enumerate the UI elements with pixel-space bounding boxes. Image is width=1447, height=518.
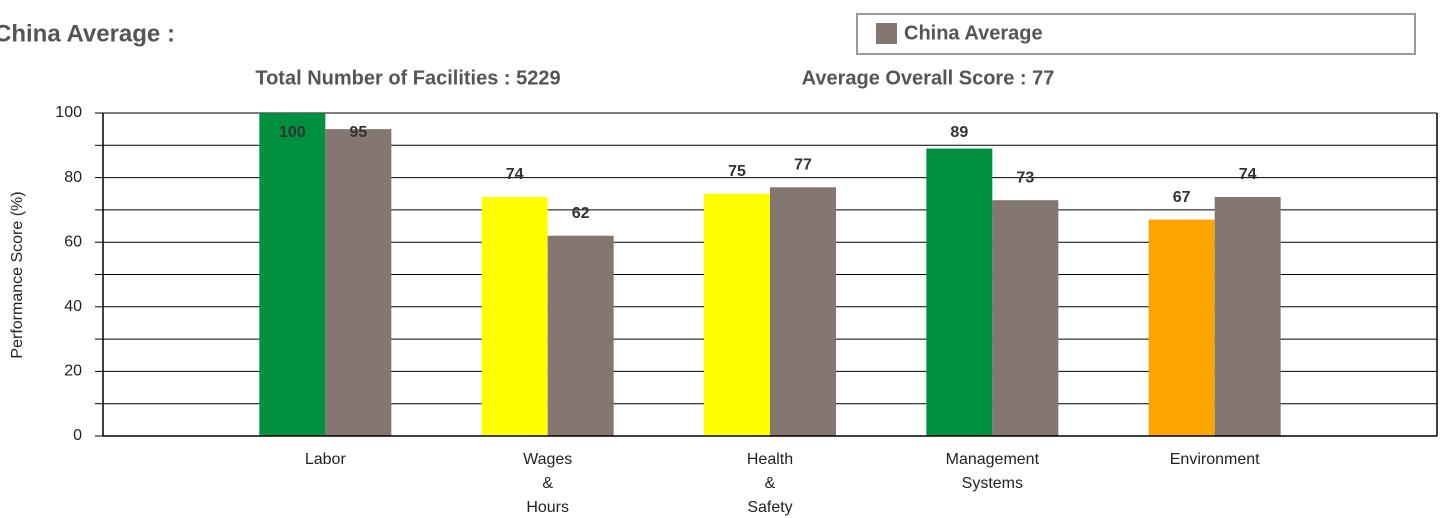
bar xyxy=(481,196,548,436)
bar xyxy=(325,129,392,436)
value-label: 62 xyxy=(572,205,590,222)
x-tick-label: Health xyxy=(747,451,793,468)
y-tick-label: 100 xyxy=(55,104,82,121)
value-label: 89 xyxy=(950,124,968,141)
x-tick-label: & xyxy=(765,475,776,492)
x-tick-label: Safety xyxy=(747,499,792,516)
chart-title: China Average : xyxy=(0,20,175,47)
subtitle: Average Overall Score : 77 xyxy=(802,67,1055,89)
bar xyxy=(926,148,993,436)
bar xyxy=(770,187,836,436)
legend-swatch xyxy=(876,23,897,44)
bar xyxy=(992,200,1059,436)
value-label: 100 xyxy=(279,124,306,141)
value-label: 95 xyxy=(349,124,367,141)
bar xyxy=(1148,219,1215,436)
y-tick-label: 80 xyxy=(64,169,82,186)
x-tick-label: Environment xyxy=(1170,451,1260,468)
y-tick-label: 40 xyxy=(64,298,82,315)
value-label: 73 xyxy=(1016,169,1034,186)
value-label: 75 xyxy=(728,163,746,180)
y-tick-label: 0 xyxy=(73,427,82,444)
value-label: 77 xyxy=(794,157,812,174)
bar xyxy=(704,193,770,436)
y-tick-label: 20 xyxy=(64,363,82,380)
x-tick-label: & xyxy=(542,475,553,492)
x-tick-label: Labor xyxy=(305,451,347,468)
value-label: 67 xyxy=(1173,189,1191,206)
subtitle: Total Number of Facilities : 5229 xyxy=(255,67,560,89)
bar xyxy=(547,235,614,436)
legend-label: China Average xyxy=(904,22,1043,44)
x-tick-label: Management xyxy=(946,451,1040,468)
bar xyxy=(259,113,326,436)
value-label: 74 xyxy=(506,166,524,183)
x-tick-label: Systems xyxy=(962,475,1023,492)
bar xyxy=(1214,196,1281,436)
x-tick-label: Wages xyxy=(523,451,572,468)
y-tick-label: 60 xyxy=(64,233,82,250)
x-tick-label: Hours xyxy=(526,499,569,516)
y-axis-label: Performance Score (%) xyxy=(9,191,26,358)
value-label: 74 xyxy=(1239,166,1257,183)
legend-box xyxy=(856,13,1416,55)
